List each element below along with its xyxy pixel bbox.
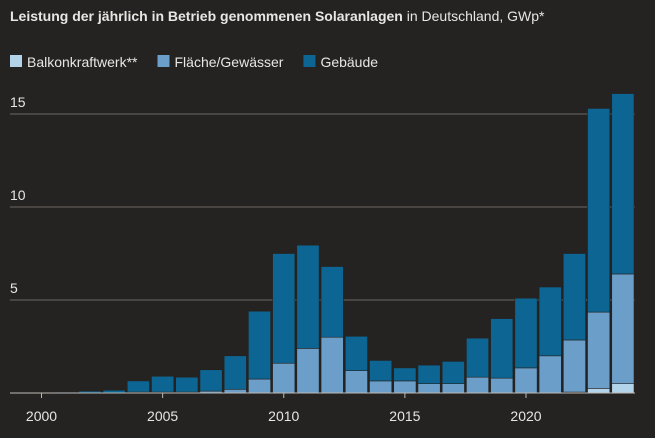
bar-segment xyxy=(344,335,368,371)
bar-segment xyxy=(175,376,199,393)
bar-segment xyxy=(538,355,562,394)
bar-segment xyxy=(151,375,175,393)
bar-segment xyxy=(417,383,441,394)
x-tick-label: 2020 xyxy=(510,408,541,424)
bar-segment xyxy=(344,370,368,394)
x-tick-label: 2015 xyxy=(389,408,420,424)
bar-segment xyxy=(562,339,586,393)
y-tick-label: 5 xyxy=(10,280,18,296)
y-tick-label: 10 xyxy=(10,187,26,203)
legend-swatch xyxy=(10,55,22,67)
x-tick-label: 2000 xyxy=(26,408,57,424)
bar-segment xyxy=(514,367,538,394)
legend-label: Fläche/Gewässer xyxy=(175,54,284,70)
bar-segment xyxy=(417,364,441,385)
legend-swatch xyxy=(303,55,316,67)
x-tick-label: 2005 xyxy=(147,408,178,424)
bar-segment xyxy=(562,253,586,341)
bar-segment xyxy=(248,310,271,380)
bar-segment xyxy=(272,362,296,394)
bar-segment xyxy=(611,273,635,385)
bar-segment xyxy=(538,286,562,357)
legend-swatch xyxy=(157,55,170,67)
bar-segment xyxy=(490,377,514,394)
bar-segment xyxy=(587,311,611,389)
title: Leistung der jährlich in Betrieb genomme… xyxy=(10,8,403,24)
subtitle: in Deutschland, GWp* xyxy=(407,8,545,24)
bar-segment xyxy=(514,297,538,369)
bar-segment xyxy=(272,253,296,364)
bar-segment xyxy=(490,318,514,379)
bar-segment xyxy=(296,348,320,394)
bar-segment xyxy=(587,388,611,394)
y-tick-label: 15 xyxy=(10,94,26,110)
bar-segment xyxy=(611,93,635,275)
bar-segment xyxy=(466,337,489,378)
legend-label: Balkonkraftwerk** xyxy=(27,54,138,70)
bar-segment xyxy=(369,360,393,382)
legend-label: Gebäude xyxy=(320,54,378,70)
bar-segment xyxy=(441,361,465,385)
bar-segment xyxy=(320,336,344,394)
bar-segment xyxy=(126,380,150,393)
bar-segment xyxy=(296,244,320,349)
bar-segment xyxy=(441,383,465,394)
bar-segment xyxy=(223,388,247,394)
bar-segment xyxy=(199,369,223,392)
bar-segment xyxy=(587,108,611,313)
bar-segment xyxy=(466,376,489,394)
bar-segment xyxy=(393,380,417,394)
x-tick-label: 2010 xyxy=(268,408,299,424)
bar-segment xyxy=(320,266,344,338)
bar-segment xyxy=(369,380,393,394)
bar-segment xyxy=(248,378,271,394)
chart-title: Leistung der jährlich in Betrieb genomme… xyxy=(10,8,545,24)
bar-segment xyxy=(611,383,635,394)
bar-segment xyxy=(223,355,247,390)
bar-segment xyxy=(393,367,417,382)
